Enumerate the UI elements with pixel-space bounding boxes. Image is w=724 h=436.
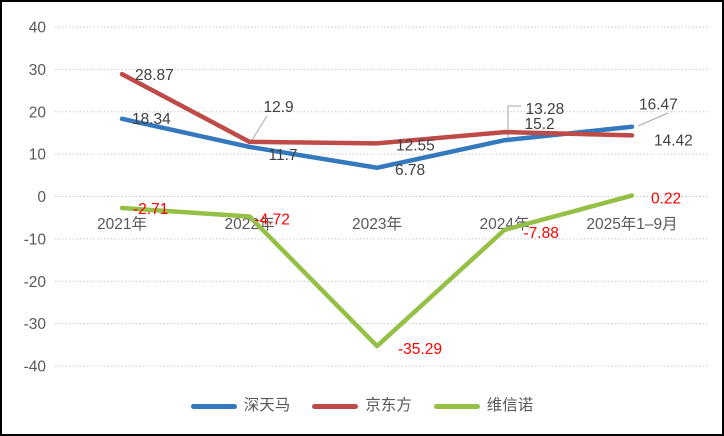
chart-legend: 深天马 京东方 维信诺	[2, 394, 722, 418]
legend-swatch-blue	[190, 403, 237, 409]
series-line-维信诺	[119, 193, 635, 349]
data-label: 15.2	[525, 116, 555, 133]
y-axis-tick-label: -20	[24, 274, 47, 291]
data-label: 16.47	[639, 97, 678, 114]
data-label: 12.9	[264, 99, 294, 116]
y-axis-tick-label: -30	[24, 316, 47, 333]
y-axis-tick-label: 30	[29, 62, 47, 79]
x-axis-category-label: 2023年	[352, 215, 402, 233]
data-label: 18.34	[132, 111, 171, 128]
data-label: 12.55	[396, 137, 435, 154]
data-label: 0.22	[651, 191, 681, 208]
legend-item-jingdongfang: 京东方	[312, 398, 412, 414]
legend-swatch-green	[433, 403, 480, 409]
data-label: -2.71	[133, 201, 168, 218]
series-line-京东方	[119, 71, 635, 146]
y-axis-tick-label: 0	[37, 189, 46, 206]
data-label-leader-line	[251, 115, 268, 141]
legend-label: 京东方	[365, 397, 412, 415]
data-label-leader-line	[637, 112, 669, 127]
y-axis-tick-label: 20	[29, 104, 47, 121]
x-axis-category-label: 2025年1–9月	[586, 215, 677, 233]
y-axis-tick-label: -40	[24, 359, 47, 376]
legend-item-shentianma: 深天马	[190, 397, 291, 415]
data-label: -35.29	[398, 341, 442, 358]
x-axis-category-label: 2021年	[97, 215, 147, 233]
y-axis-tick-label: -10	[24, 231, 47, 248]
data-label: 6.78	[395, 162, 425, 179]
data-label-leader-line	[507, 105, 521, 139]
legend-label: 维信诺	[486, 397, 534, 415]
y-axis-tick-label: 40	[29, 20, 47, 37]
data-label: -7.88	[524, 225, 559, 242]
data-label: -4.72	[255, 212, 290, 229]
data-label: 11.7	[269, 147, 298, 164]
data-label: 28.87	[135, 67, 174, 84]
legend-label: 深天马	[243, 397, 291, 415]
data-label: 14.42	[654, 132, 693, 149]
y-axis-tick-label: 10	[29, 147, 47, 164]
legend-swatch-red	[312, 403, 359, 409]
data-label: 13.28	[526, 101, 565, 118]
legend-item-weixinnuo: 维信诺	[433, 397, 534, 415]
series-line-深天马	[119, 116, 635, 171]
